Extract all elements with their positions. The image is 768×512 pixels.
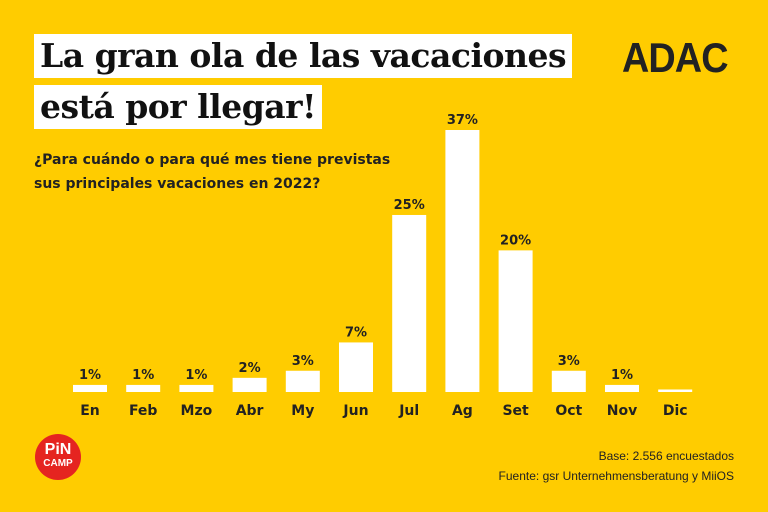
bar-Dic xyxy=(658,389,693,392)
footer-notes: Base: 2.556 encuestados Fuente: gsr Unte… xyxy=(499,446,734,486)
adac-logo: ADAC xyxy=(622,34,728,81)
data-label: 3% xyxy=(558,354,580,369)
x-tick-label: Mzo xyxy=(181,403,213,419)
bar-En xyxy=(73,384,107,392)
logo-line-1: PiN xyxy=(44,441,72,458)
x-tick-label: Oct xyxy=(555,403,582,419)
data-label: 2% xyxy=(239,361,261,376)
x-tick-label: Jun xyxy=(342,403,368,419)
data-label: 3% xyxy=(292,354,314,369)
pincamp-logo: PiN CAMP xyxy=(35,434,81,480)
data-label: 20% xyxy=(500,233,531,248)
data-label: 25% xyxy=(394,198,425,213)
bar-Ag xyxy=(445,130,480,392)
x-tick-label: Ag xyxy=(452,403,473,419)
chart-subtitle: ¿Para cuándo o para qué mes tiene previs… xyxy=(34,148,390,196)
subtitle-line-2: sus principales vacaciones en 2022? xyxy=(34,176,321,192)
title-line-1: La gran ola de las vacaciones xyxy=(34,34,573,78)
x-tick-label: Feb xyxy=(129,403,158,419)
bar-Jun xyxy=(339,342,373,392)
bar-Feb xyxy=(126,384,161,392)
data-label: 7% xyxy=(345,325,367,340)
bar-Jul xyxy=(392,214,427,392)
bar-My xyxy=(285,370,320,392)
base-note: Base: 2.556 encuestados xyxy=(598,449,734,463)
bar-Nov xyxy=(605,384,639,392)
data-label: 1% xyxy=(79,368,101,383)
bar-Oct xyxy=(551,370,586,392)
x-tick-label: Nov xyxy=(607,403,637,419)
data-label: 37% xyxy=(447,113,478,128)
x-tick-label: Abr xyxy=(236,403,264,419)
title-line-2: está por llegar! xyxy=(34,85,323,129)
x-tick-label: Dic xyxy=(663,403,688,419)
data-label: 1% xyxy=(132,368,154,383)
x-tick-label: Jul xyxy=(398,403,419,419)
data-label: 1% xyxy=(611,368,633,383)
x-tick-label: En xyxy=(80,403,100,419)
x-tick-label: My xyxy=(291,403,314,419)
bar-Set xyxy=(498,250,533,392)
source-note: Fuente: gsr Unternehmensberatung y MiiOS xyxy=(498,469,734,483)
bar-Mzo xyxy=(179,384,214,392)
subtitle-line-1: ¿Para cuándo o para qué mes tiene previs… xyxy=(34,152,391,168)
logo-line-2: CAMP xyxy=(43,458,73,469)
bar-Abr xyxy=(232,377,267,392)
x-tick-label: Set xyxy=(502,403,529,419)
data-label: 1% xyxy=(185,368,207,383)
